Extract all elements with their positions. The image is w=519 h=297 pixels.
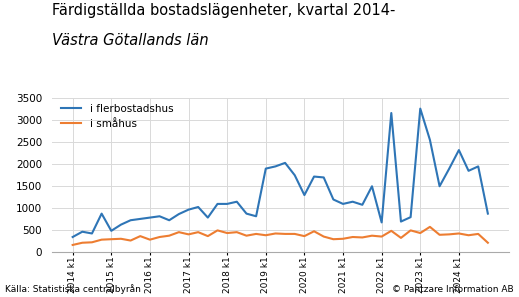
i småhus	[311, 230, 317, 233]
i småhus	[407, 229, 414, 232]
i småhus	[137, 234, 143, 238]
i småhus	[99, 238, 105, 241]
i flerbostadshus	[166, 219, 172, 222]
i småhus	[378, 235, 385, 238]
i flerbostadshus	[340, 202, 346, 206]
i flerbostadshus	[263, 167, 269, 170]
i småhus	[166, 234, 172, 238]
i flerbostadshus	[224, 202, 230, 206]
i flerbostadshus	[321, 176, 327, 179]
i småhus	[359, 236, 365, 239]
i småhus	[388, 229, 394, 233]
i småhus	[398, 236, 404, 240]
i flerbostadshus	[475, 165, 481, 168]
i småhus	[234, 230, 240, 234]
i flerbostadshus	[330, 198, 336, 201]
i småhus	[214, 229, 221, 232]
i småhus	[321, 235, 327, 238]
i flerbostadshus	[108, 229, 114, 233]
i flerbostadshus	[243, 212, 250, 215]
Text: Färdigställda bostadslägenheter, kvartal 2014-: Färdigställda bostadslägenheter, kvartal…	[52, 3, 395, 18]
i flerbostadshus	[292, 173, 298, 177]
i flerbostadshus	[311, 175, 317, 178]
i småhus	[185, 233, 192, 236]
i flerbostadshus	[282, 161, 288, 165]
i flerbostadshus	[185, 208, 192, 211]
i flerbostadshus	[369, 184, 375, 188]
i småhus	[147, 238, 153, 241]
Text: Västra Götallands län: Västra Götallands län	[52, 33, 209, 48]
i småhus	[224, 231, 230, 235]
i småhus	[204, 234, 211, 238]
i småhus	[195, 230, 201, 234]
i småhus	[70, 243, 76, 247]
i flerbostadshus	[272, 165, 279, 168]
Line: i småhus: i småhus	[73, 227, 488, 245]
i flerbostadshus	[398, 220, 404, 223]
i flerbostadshus	[466, 169, 472, 173]
i flerbostadshus	[388, 111, 394, 115]
i småhus	[330, 237, 336, 241]
i småhus	[79, 241, 86, 244]
i småhus	[156, 235, 162, 239]
i flerbostadshus	[378, 221, 385, 224]
i småhus	[282, 232, 288, 236]
i flerbostadshus	[407, 215, 414, 219]
i småhus	[108, 237, 114, 241]
i flerbostadshus	[350, 200, 356, 203]
i flerbostadshus	[446, 167, 453, 170]
i flerbostadshus	[147, 216, 153, 219]
i flerbostadshus	[417, 107, 424, 110]
i flerbostadshus	[485, 212, 491, 215]
i flerbostadshus	[118, 223, 124, 226]
i småhus	[475, 232, 481, 236]
i flerbostadshus	[99, 212, 105, 215]
i småhus	[446, 233, 453, 236]
i flerbostadshus	[234, 200, 240, 203]
i småhus	[292, 232, 298, 236]
Text: Källa: Statistiska centralbyrån: Källa: Statistiska centralbyrån	[5, 284, 141, 294]
i flerbostadshus	[253, 214, 259, 218]
i flerbostadshus	[176, 212, 182, 216]
i småhus	[89, 241, 95, 244]
Text: © Pantzare Information AB: © Pantzare Information AB	[392, 285, 514, 294]
i småhus	[243, 234, 250, 238]
i småhus	[456, 232, 462, 235]
i småhus	[118, 237, 124, 241]
i flerbostadshus	[195, 205, 201, 209]
i småhus	[302, 234, 308, 238]
Legend: i flerbostadshus, i småhus: i flerbostadshus, i småhus	[57, 99, 177, 133]
i flerbostadshus	[70, 235, 76, 239]
i flerbostadshus	[359, 203, 365, 207]
i småhus	[340, 237, 346, 241]
i småhus	[436, 233, 443, 237]
i flerbostadshus	[302, 193, 308, 197]
i flerbostadshus	[156, 214, 162, 218]
i flerbostadshus	[128, 219, 134, 222]
i småhus	[272, 232, 279, 235]
i småhus	[176, 230, 182, 234]
i småhus	[128, 239, 134, 242]
i småhus	[427, 225, 433, 229]
i småhus	[417, 231, 424, 235]
i småhus	[466, 233, 472, 237]
i flerbostadshus	[214, 202, 221, 206]
i småhus	[253, 232, 259, 236]
i småhus	[263, 233, 269, 237]
Line: i flerbostadshus: i flerbostadshus	[73, 109, 488, 237]
i flerbostadshus	[137, 217, 143, 221]
i flerbostadshus	[427, 138, 433, 142]
i flerbostadshus	[79, 230, 86, 233]
i småhus	[485, 241, 491, 244]
i flerbostadshus	[204, 216, 211, 219]
i småhus	[350, 235, 356, 239]
i småhus	[369, 234, 375, 238]
i flerbostadshus	[436, 184, 443, 188]
i flerbostadshus	[89, 232, 95, 235]
i flerbostadshus	[456, 148, 462, 152]
